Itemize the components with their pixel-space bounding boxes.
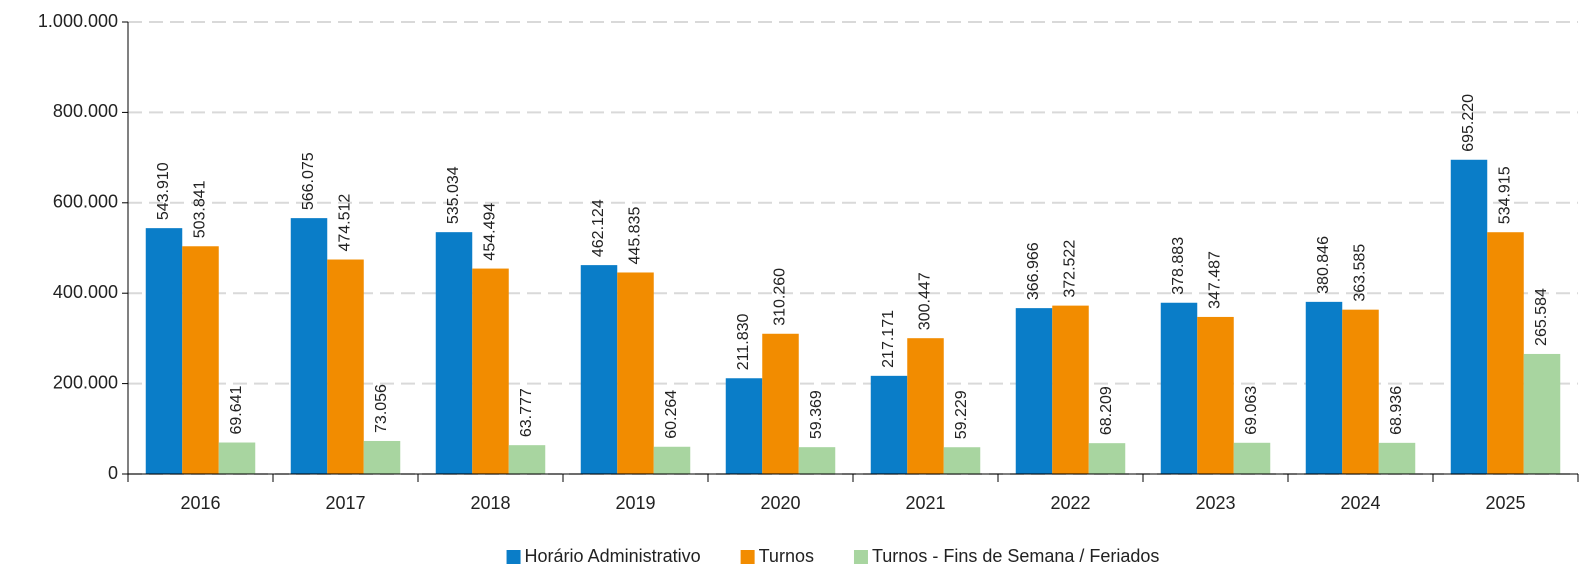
value-label: 474.512 xyxy=(337,194,354,252)
bar xyxy=(798,447,836,474)
value-label: 372.522 xyxy=(1062,240,1079,298)
bar xyxy=(327,259,364,474)
value-label: 503.841 xyxy=(192,180,209,238)
bar xyxy=(1088,443,1126,474)
x-tick-label: 2024 xyxy=(1340,493,1380,513)
x-tick-label: 2018 xyxy=(470,493,510,513)
bar xyxy=(1052,305,1089,474)
x-tick-label: 2019 xyxy=(615,493,655,513)
value-label: 59.229 xyxy=(953,390,970,439)
bar xyxy=(472,268,509,474)
bar xyxy=(1015,308,1053,474)
bar xyxy=(218,442,256,474)
value-label: 454.494 xyxy=(482,203,499,261)
value-label: 68.936 xyxy=(1388,386,1405,435)
bar xyxy=(870,375,908,474)
x-tick-label: 2022 xyxy=(1050,493,1090,513)
y-tick-label: 800.000 xyxy=(53,101,118,121)
x-tick-label: 2023 xyxy=(1195,493,1235,513)
bar xyxy=(1487,232,1524,474)
value-label: 69.641 xyxy=(228,385,245,434)
x-tick-label: 2021 xyxy=(905,493,945,513)
bar xyxy=(1450,159,1488,474)
value-label: 69.063 xyxy=(1243,386,1260,435)
value-label: 535.034 xyxy=(445,166,462,224)
bar xyxy=(1160,302,1198,474)
x-tick-label: 2017 xyxy=(325,493,365,513)
bar xyxy=(508,445,546,474)
bar xyxy=(907,338,944,474)
bar xyxy=(725,378,763,474)
value-label: 68.209 xyxy=(1098,386,1115,435)
y-tick-label: 200.000 xyxy=(53,372,118,392)
legend-label: Horário Administrativo xyxy=(525,546,701,566)
bar xyxy=(580,265,618,474)
value-label: 59.369 xyxy=(808,390,825,439)
value-label: 300.447 xyxy=(917,272,934,330)
value-label: 695.220 xyxy=(1460,94,1477,152)
value-label: 566.075 xyxy=(300,152,317,210)
value-label: 363.585 xyxy=(1352,244,1369,302)
value-label: 445.835 xyxy=(627,207,644,265)
bar xyxy=(363,440,401,474)
bar xyxy=(762,333,799,474)
value-label: 217.171 xyxy=(880,310,897,368)
value-label: 543.910 xyxy=(155,162,172,220)
bar xyxy=(1523,353,1561,474)
value-label: 310.260 xyxy=(772,268,789,326)
bar xyxy=(290,218,328,474)
legend-label: Turnos - Fins de Semana / Feriados xyxy=(872,546,1159,566)
legend-swatch xyxy=(506,550,521,564)
x-tick-label: 2025 xyxy=(1485,493,1525,513)
bar xyxy=(182,246,219,474)
bar xyxy=(1342,309,1379,474)
value-label: 462.124 xyxy=(590,199,607,257)
bar xyxy=(1233,442,1271,474)
legend-swatch xyxy=(853,550,868,564)
x-tick-label: 2016 xyxy=(180,493,220,513)
value-label: 380.846 xyxy=(1315,236,1332,294)
bar xyxy=(435,232,473,474)
value-label: 347.487 xyxy=(1207,251,1224,309)
bar xyxy=(1378,442,1416,474)
value-label: 63.777 xyxy=(518,388,535,437)
legend-swatch xyxy=(740,550,755,564)
value-label: 73.056 xyxy=(373,384,390,433)
value-label: 378.883 xyxy=(1170,237,1187,295)
bar xyxy=(617,272,654,474)
y-tick-label: 1.000.000 xyxy=(38,11,118,31)
value-label: 211.830 xyxy=(735,314,752,371)
bar xyxy=(1305,301,1343,474)
y-tick-label: 400.000 xyxy=(53,282,118,302)
value-label: 534.915 xyxy=(1497,166,1514,224)
bar xyxy=(653,446,691,474)
legend-label: Turnos xyxy=(759,546,814,566)
x-tick-label: 2020 xyxy=(760,493,800,513)
value-label: 265.584 xyxy=(1533,288,1550,346)
y-tick-label: 600.000 xyxy=(53,192,118,212)
value-label: 60.264 xyxy=(663,390,680,439)
bar xyxy=(145,228,183,474)
value-label: 366.966 xyxy=(1025,242,1042,300)
bar xyxy=(1197,316,1234,474)
y-tick-label: 0 xyxy=(108,463,118,483)
bar xyxy=(943,447,981,474)
